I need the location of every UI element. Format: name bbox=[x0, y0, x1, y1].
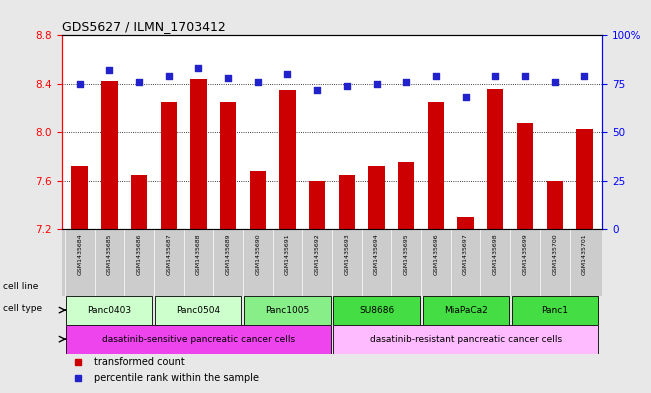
Point bbox=[371, 81, 381, 87]
Bar bbox=[512, 296, 598, 325]
Bar bbox=[66, 296, 152, 325]
Point bbox=[431, 73, 441, 79]
Text: GSM1435696: GSM1435696 bbox=[434, 234, 438, 275]
Bar bbox=[428, 102, 444, 229]
Bar bbox=[333, 296, 420, 325]
Text: GSM1435687: GSM1435687 bbox=[166, 234, 171, 275]
Bar bbox=[72, 166, 88, 229]
Bar bbox=[546, 181, 563, 229]
Bar bbox=[66, 325, 331, 354]
Text: GSM1435701: GSM1435701 bbox=[582, 234, 587, 275]
Text: Panc0504: Panc0504 bbox=[176, 306, 221, 315]
Bar bbox=[190, 79, 206, 229]
Text: GSM1435694: GSM1435694 bbox=[374, 234, 379, 275]
Bar bbox=[458, 217, 474, 229]
Text: dasatinib-sensitive pancreatic cancer cells: dasatinib-sensitive pancreatic cancer ce… bbox=[102, 335, 295, 343]
Point bbox=[163, 73, 174, 79]
Point bbox=[74, 81, 85, 87]
Text: Panc0403: Panc0403 bbox=[87, 306, 132, 315]
Text: GSM1435688: GSM1435688 bbox=[196, 234, 201, 275]
Text: GSM1435686: GSM1435686 bbox=[137, 234, 141, 275]
Bar bbox=[333, 325, 598, 354]
Point bbox=[104, 67, 115, 73]
Text: cell line: cell line bbox=[3, 282, 38, 290]
Text: percentile rank within the sample: percentile rank within the sample bbox=[94, 373, 259, 383]
Text: cell type: cell type bbox=[3, 304, 42, 313]
Text: GSM1435691: GSM1435691 bbox=[285, 234, 290, 275]
Text: GSM1435690: GSM1435690 bbox=[255, 234, 260, 275]
Bar bbox=[156, 296, 242, 325]
Point bbox=[134, 79, 145, 85]
Text: Panc1: Panc1 bbox=[541, 306, 568, 315]
Bar bbox=[249, 171, 266, 229]
Bar bbox=[422, 296, 508, 325]
Bar bbox=[309, 181, 326, 229]
Bar bbox=[368, 166, 385, 229]
Bar bbox=[161, 102, 177, 229]
Bar bbox=[576, 129, 592, 229]
Point bbox=[490, 73, 501, 79]
Point bbox=[579, 73, 590, 79]
Bar bbox=[101, 81, 118, 229]
Bar bbox=[220, 102, 236, 229]
Bar bbox=[339, 174, 355, 229]
Bar bbox=[487, 89, 503, 229]
Text: GDS5627 / ILMN_1703412: GDS5627 / ILMN_1703412 bbox=[62, 20, 226, 33]
Text: GSM1435693: GSM1435693 bbox=[344, 234, 350, 275]
Text: GSM1435685: GSM1435685 bbox=[107, 234, 112, 275]
Text: dasatinib-resistant pancreatic cancer cells: dasatinib-resistant pancreatic cancer ce… bbox=[370, 335, 562, 343]
Text: MiaPaCa2: MiaPaCa2 bbox=[444, 306, 488, 315]
Text: GSM1435700: GSM1435700 bbox=[552, 234, 557, 275]
Point bbox=[312, 86, 322, 93]
Text: SU8686: SU8686 bbox=[359, 306, 394, 315]
Text: GSM1435695: GSM1435695 bbox=[404, 234, 409, 275]
Bar bbox=[244, 296, 331, 325]
Text: Panc1005: Panc1005 bbox=[266, 306, 310, 315]
Text: transformed count: transformed count bbox=[94, 358, 185, 367]
Text: GSM1435684: GSM1435684 bbox=[77, 234, 82, 275]
Point bbox=[253, 79, 263, 85]
Text: GSM1435699: GSM1435699 bbox=[523, 234, 527, 275]
Point bbox=[549, 79, 560, 85]
Bar bbox=[131, 174, 147, 229]
Text: GSM1435692: GSM1435692 bbox=[314, 234, 320, 275]
Text: GSM1435689: GSM1435689 bbox=[226, 234, 230, 275]
Point bbox=[283, 71, 293, 77]
Text: GSM1435698: GSM1435698 bbox=[493, 234, 498, 275]
Point bbox=[342, 83, 352, 89]
Text: GSM1435697: GSM1435697 bbox=[463, 234, 468, 275]
Point bbox=[223, 75, 233, 81]
Point bbox=[519, 73, 530, 79]
Bar bbox=[517, 123, 533, 229]
Bar bbox=[398, 162, 415, 229]
Point bbox=[460, 94, 471, 101]
Point bbox=[401, 79, 411, 85]
Point bbox=[193, 65, 204, 72]
Bar bbox=[279, 90, 296, 229]
